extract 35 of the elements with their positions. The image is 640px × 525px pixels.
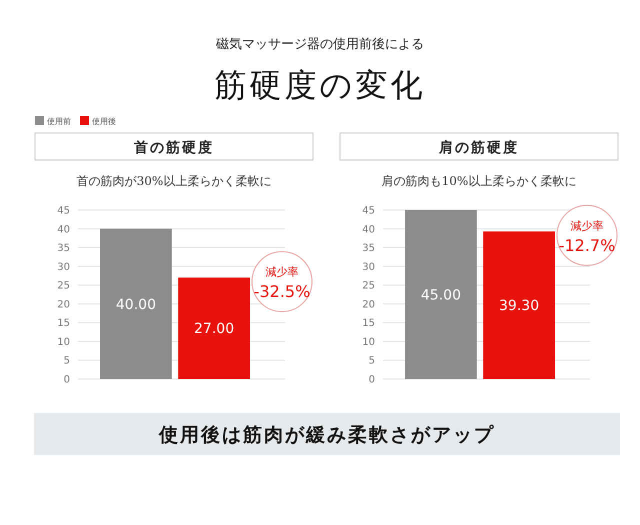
y-tick-label: 40 (57, 224, 70, 236)
annotation: 減少率 -32.5% (254, 265, 310, 302)
y-tick-label: 25 (362, 280, 375, 292)
data-label: 45.00 (420, 287, 461, 304)
y-tick-label: 15 (362, 318, 375, 330)
y-tick-label: 45 (362, 206, 375, 216)
y-tick-label: 5 (368, 356, 375, 367)
legend-label: 使用前 (47, 117, 71, 126)
y-tick-label: 20 (362, 299, 375, 310)
y-tick-label: 10 (362, 336, 375, 348)
y-tick-label: 30 (362, 262, 375, 273)
y-tick-label: 35 (57, 243, 70, 254)
text: 磁気マッサージ器の使用前後による (215, 37, 424, 52)
y-tick-label: 30 (57, 262, 70, 273)
chart-subtitle: 肩の筋肉も10%以上柔らかく柔軟に (382, 174, 576, 188)
y-tick-label: 5 (64, 356, 70, 367)
y-tick-label: 35 (362, 243, 375, 254)
y-tick-label: 20 (57, 299, 70, 310)
chart-title: 首の筋硬度 (133, 139, 214, 156)
y-tick-label: 10 (57, 336, 70, 348)
chart-title: 肩の筋硬度 (438, 139, 519, 156)
text: 使用後は筋肉が緩み柔軟さがアップ (158, 424, 495, 446)
y-tick-label: 15 (57, 318, 70, 330)
data-label: 40.00 (116, 296, 156, 313)
y-tick-label: 25 (57, 280, 70, 292)
y-tick-label: 40 (362, 224, 375, 236)
text: 筋硬度の変化 (214, 66, 426, 104)
chart-subtitle: 首の筋肉が30%以上柔らかく柔軟に (76, 174, 272, 188)
data-label: 27.00 (194, 321, 234, 338)
annotation: 減少率 -12.7% (558, 219, 616, 256)
y-tick-label: 0 (368, 374, 375, 386)
data-label: 39.30 (499, 298, 540, 314)
y-tick-label: 45 (57, 206, 70, 216)
y-tick-label: 0 (64, 374, 70, 386)
legend-label: 使用後 (92, 117, 116, 126)
